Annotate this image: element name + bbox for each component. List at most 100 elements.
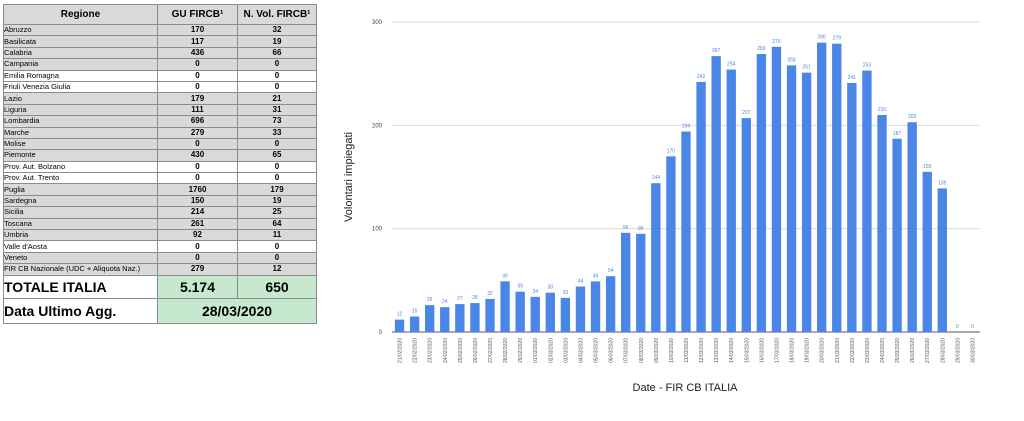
table-row: Veneto 0 0 (3, 251, 317, 265)
table-row: Calabria 436 66 (3, 46, 317, 60)
y-tick-label: 200 (372, 123, 383, 129)
table-row: Puglia 1760 179 (3, 183, 317, 196)
gu-value: 261 (157, 217, 238, 231)
table-header-row: Regione GU FIRCB¹ N. Vol. FIRCB¹ (3, 4, 317, 25)
region-name: Lombardia (3, 115, 158, 128)
region-name: Sardegna (3, 194, 158, 208)
x-tick-label: 20/03/2020 (820, 338, 826, 363)
x-tick-label: 19/03/2020 (805, 338, 811, 363)
region-name: Umbria (3, 229, 158, 242)
total-row: TOTALE ITALIA 5.174 650 (3, 274, 317, 299)
bar (425, 305, 435, 332)
total-vol-value: 650 (237, 274, 317, 299)
vol-value: 11 (237, 229, 317, 242)
last-update-value: 28/03/2020 (157, 297, 317, 324)
vol-value: 66 (237, 46, 317, 60)
region-name: Emilia Romagna (3, 69, 158, 82)
vol-value: 0 (237, 58, 317, 71)
x-tick-label: 03/03/2020 (563, 338, 569, 363)
bar-value-label: 210 (878, 107, 887, 113)
region-name: Prov. Aut. Trento (3, 172, 158, 185)
regional-table-panel: Regione GU FIRCB¹ N. Vol. FIRCB¹ Abruzzo… (3, 4, 317, 408)
x-tick-label: 27/02/2020 (488, 338, 494, 363)
x-tick-label: 07/03/2020 (624, 338, 630, 363)
bar (485, 298, 495, 332)
region-name: Veneto (3, 251, 158, 265)
vol-value: 0 (237, 69, 317, 82)
x-tick-label: 08/03/2020 (639, 338, 645, 363)
gu-value: 0 (157, 172, 238, 185)
bar (726, 69, 736, 333)
x-tick-label: 09/03/2020 (654, 338, 660, 363)
vol-value: 19 (237, 35, 317, 48)
table-row: FIR CB Nazionale (UDC + Aliquota Naz.) 27… (3, 263, 317, 276)
gu-value: 150 (157, 194, 238, 208)
bar-value-label: 44 (578, 279, 584, 285)
bar (681, 131, 691, 332)
bar-value-label: 254 (727, 62, 736, 68)
table-row: Toscana 261 64 (3, 217, 317, 231)
vol-value: 33 (237, 126, 317, 139)
y-tick-label: 300 (372, 20, 383, 26)
x-tick-label: 14/03/2020 (729, 338, 735, 363)
bar (545, 292, 555, 332)
bar-value-label: 95 (638, 226, 644, 232)
bar-value-label: 28 (472, 295, 478, 301)
gu-value: 279 (157, 126, 238, 139)
region-name: Sicilia (3, 206, 158, 219)
bar (651, 183, 661, 332)
bar (575, 286, 586, 332)
gu-value: 214 (157, 206, 238, 219)
bar-value-label: 54 (608, 268, 614, 274)
bar-value-label: 242 (697, 74, 706, 80)
bar-value-label: 49 (502, 273, 508, 279)
bar (621, 232, 631, 332)
bar-value-label: 279 (833, 36, 842, 42)
gu-value: 117 (157, 35, 238, 48)
bar (470, 303, 480, 332)
region-name: Campania (3, 58, 158, 71)
gu-value: 436 (157, 46, 238, 60)
x-tick-label: 11/03/2020 (684, 338, 690, 363)
table-row: Lazio 179 21 (3, 92, 317, 105)
bar (560, 297, 571, 332)
bar (666, 156, 676, 332)
bar (862, 70, 872, 333)
bar-value-label: 139 (938, 180, 947, 186)
gu-value: 0 (157, 160, 238, 174)
region-name: Liguria (3, 103, 158, 117)
vol-value: 0 (237, 160, 317, 174)
x-tick-label: 23/02/2020 (428, 338, 434, 363)
table-row: Liguria 111 31 (3, 103, 317, 117)
bar-value-label: 96 (623, 225, 629, 231)
vol-value: 21 (237, 92, 317, 105)
x-tick-label: 23/03/2020 (865, 338, 871, 363)
bar-value-label: 0 (971, 324, 974, 330)
vol-value: 0 (237, 137, 317, 151)
gu-value: 0 (157, 137, 238, 151)
bar-value-label: 269 (757, 46, 766, 52)
region-name: Basilicata (3, 35, 158, 48)
table-row: Molise 0 0 (3, 137, 317, 151)
table-row: Friuli Venezia Giulia 0 0 (3, 80, 317, 94)
vol-value: 25 (237, 206, 317, 219)
region-name: FIR CB Nazionale (UDC + Aliquota Naz.) (3, 263, 158, 276)
gu-value: 279 (157, 263, 238, 276)
table-row: Marche 279 33 (3, 126, 317, 139)
vol-value: 19 (237, 194, 317, 208)
x-tick-label: 29/03/2020 (955, 338, 961, 363)
bar-value-label: 27 (457, 296, 463, 302)
region-name: Abruzzo (3, 23, 158, 37)
bar-value-label: 38 (548, 285, 554, 291)
x-tick-label: 17/03/2020 (774, 338, 780, 363)
y-tick-label: 100 (372, 227, 383, 233)
table-row: Umbria 92 11 (3, 229, 317, 242)
total-label: TOTALE ITALIA (3, 274, 158, 299)
bar-value-label: 207 (742, 110, 751, 116)
x-tick-label: 10/03/2020 (669, 338, 675, 363)
vol-value: 12 (237, 263, 317, 276)
bar-value-label: 32 (487, 291, 493, 297)
region-name: Calabria (3, 46, 158, 60)
bar (741, 118, 751, 332)
region-name: Friuli Venezia Giulia (3, 80, 158, 94)
